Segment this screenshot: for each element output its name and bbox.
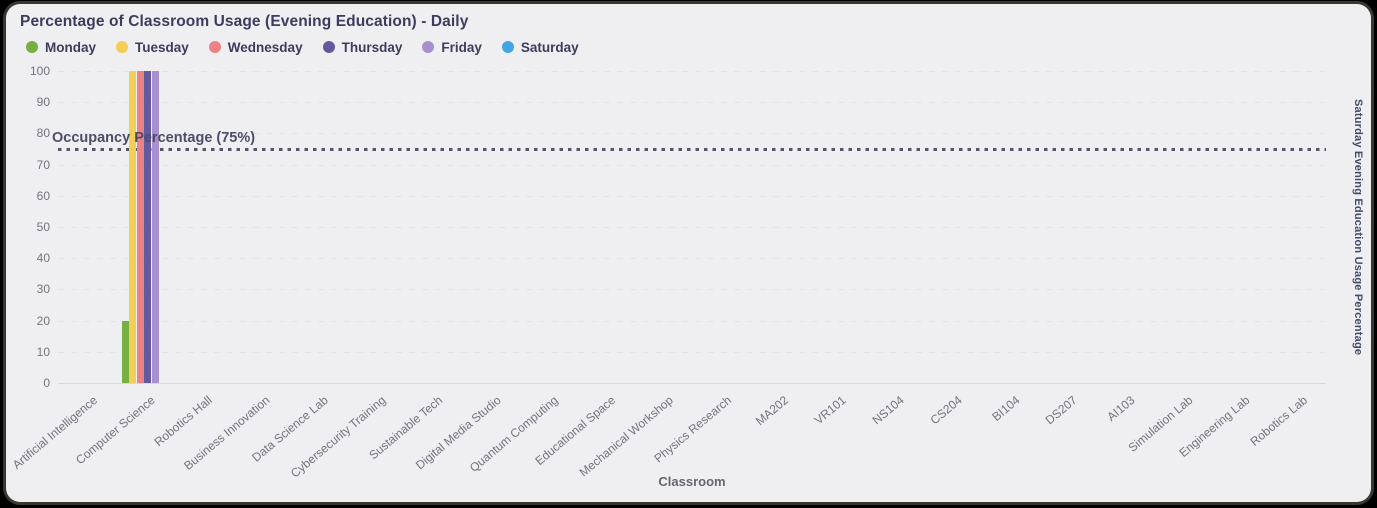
gridline-80 [58, 133, 1326, 135]
x-tick-label-18: AI103 [1104, 393, 1138, 424]
legend-item-monday[interactable]: Monday [26, 40, 96, 55]
x-axis-baseline [58, 383, 1326, 384]
x-tick-label-5: Cybersecurity Training [287, 393, 388, 481]
legend-marker-tuesday-icon [116, 41, 129, 53]
gridline-50 [58, 227, 1326, 228]
legend-label: Saturday [520, 39, 579, 55]
legend-label: Friday [441, 39, 482, 55]
y-tick-label-10: 10 [36, 344, 50, 359]
y-tick-label-100: 100 [29, 64, 50, 78]
y-tick-label-20: 20 [36, 313, 50, 328]
gridline-10 [58, 351, 1326, 353]
gridline-70 [58, 164, 1326, 166]
y-tick-label-30: 30 [36, 282, 50, 297]
reference-line-label: Occupancy Percentage (75%) [52, 130, 256, 146]
legend-label: Tuesday [135, 39, 189, 55]
gridline-20 [58, 320, 1326, 322]
legend-item-wednesday[interactable]: Wednesday [208, 39, 303, 55]
chart-card: Percentage of Classroom Usage (Evening E… [6, 4, 1371, 502]
x-axis-title: Classroom [658, 474, 726, 489]
gridline-30 [58, 289, 1326, 291]
y-tick-label-40: 40 [36, 251, 50, 266]
x-tick-label-12: MA202 [753, 393, 792, 429]
legend-marker-monday-icon [26, 41, 38, 53]
bar-wednesday-1[interactable] [136, 71, 144, 383]
y-tick-label-60: 60 [36, 188, 50, 203]
x-tick-label-17: DS207 [1042, 393, 1080, 428]
x-tick-label-15: CS204 [927, 393, 965, 428]
chart-title: Percentage of Classroom Usage (Evening E… [20, 13, 469, 30]
legend-item-saturday[interactable]: Saturday [501, 39, 579, 55]
legend-label: Monday [45, 39, 97, 55]
reference-line [58, 147, 1326, 151]
right-axis-title: Saturday Evening Education Usage Percent… [1352, 98, 1364, 356]
y-tick-label-70: 70 [36, 157, 50, 172]
legend-item-thursday[interactable]: Thursday [322, 39, 403, 55]
x-tick-label-21: Robotics Lab [1247, 393, 1311, 449]
bar-tuesday-1[interactable] [129, 71, 137, 383]
legend-label: Thursday [341, 39, 403, 55]
gridline-40 [58, 258, 1326, 260]
y-tick-label-90: 90 [36, 95, 50, 110]
legend-marker-wednesday-icon [208, 41, 221, 53]
legend-item-tuesday[interactable]: Tuesday [116, 40, 189, 55]
y-tick-label-0: 0 [43, 376, 50, 390]
y-tick-label-50: 50 [36, 220, 50, 234]
x-tick-label-16: BI104 [988, 393, 1022, 424]
plot-area: 0 10 20 30 40 50 60 70 80 90 100 Occupancy Percent… [6, 4, 1371, 502]
legend-marker-friday-icon [422, 41, 435, 53]
legend-label: Wednesday [227, 39, 303, 55]
x-tick-label-13: VR101 [811, 393, 850, 428]
y-tick-label-80: 80 [36, 126, 50, 141]
x-tick-label-14: NS104 [869, 393, 907, 428]
legend: Monday Tuesday Wednesday Thursday Friday Satu… [26, 38, 579, 56]
gridline-60 [58, 195, 1326, 197]
gridline-100 [58, 71, 1326, 72]
legend-marker-saturday-icon [501, 41, 514, 53]
bar-thursday-1[interactable] [144, 71, 152, 383]
bar-monday-1[interactable] [121, 320, 129, 383]
legend-marker-thursday-icon [322, 41, 335, 53]
legend-item-friday[interactable]: Friday [422, 40, 482, 55]
gridline-90 [58, 102, 1326, 104]
bar-friday-1[interactable] [151, 71, 159, 383]
